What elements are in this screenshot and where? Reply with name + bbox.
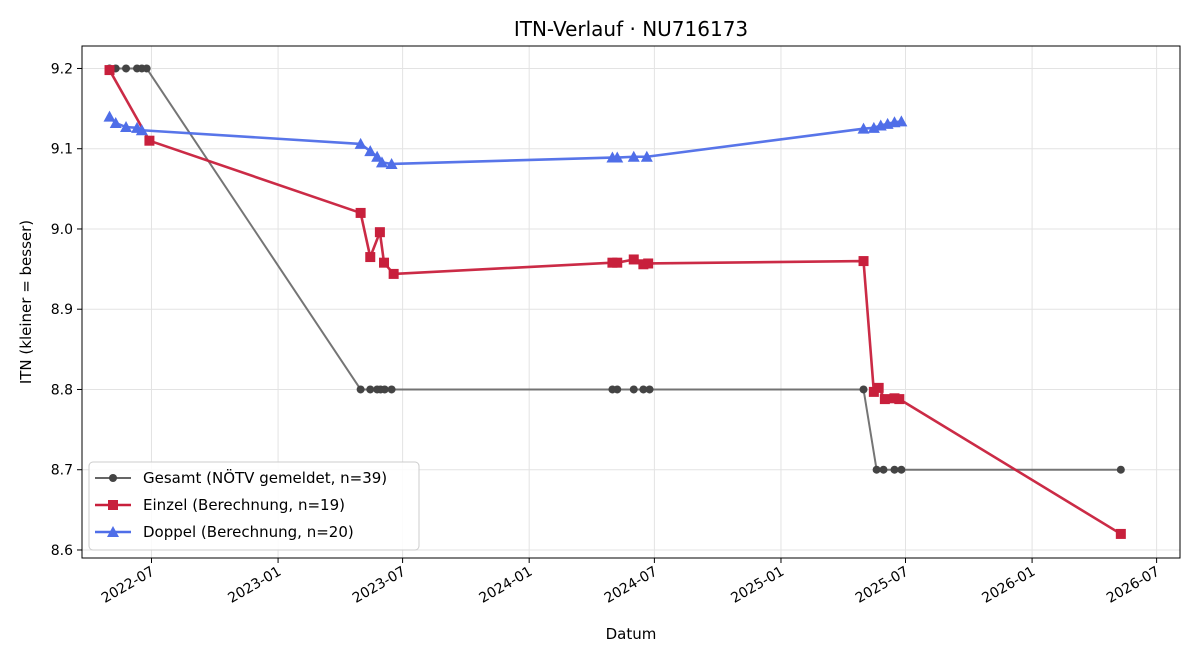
data-point [365, 252, 376, 263]
data-point [1116, 465, 1125, 474]
series-line [108, 115, 902, 166]
series-0 [105, 64, 1125, 474]
data-point [364, 145, 377, 157]
data-point [873, 382, 884, 393]
legend-label: Doppel (Berechnung, n=20) [143, 523, 354, 541]
y-axis-label: ITN (kleiner = besser) [17, 220, 35, 384]
data-point [366, 385, 375, 394]
data-point [1115, 528, 1126, 539]
data-point [387, 385, 396, 394]
data-point [379, 257, 390, 268]
x-tick-label: 2022-07 [99, 564, 158, 607]
legend: Gesamt (NÖTV gemeldet, n=39) Einzel (Bere… [88, 461, 420, 551]
series-line [109, 67, 1121, 471]
x-tick-label: 2024-01 [477, 564, 536, 607]
data-point [380, 385, 389, 394]
x-axis-label: Datum [606, 625, 657, 643]
legend-item-2: Doppel (Berechnung, n=20) [95, 523, 354, 541]
data-point [120, 121, 133, 133]
y-tick-label: 9.1 [51, 142, 73, 158]
x-tick-label: 2025-01 [728, 564, 787, 607]
data-point [897, 465, 906, 474]
y-tick-label: 8.6 [51, 543, 73, 559]
legend-swatch-marker [108, 500, 118, 510]
data-point [375, 156, 388, 168]
legend-box [88, 461, 420, 551]
data-point [629, 385, 638, 394]
data-point [374, 227, 385, 238]
data-point [879, 394, 890, 405]
x-tick-label: 2025-07 [853, 564, 912, 607]
y-tick-label: 9.2 [51, 61, 73, 77]
data-point [643, 258, 654, 269]
x-tick-label: 2023-01 [225, 564, 284, 607]
data-point [388, 268, 399, 279]
data-point [645, 385, 654, 394]
data-point [613, 385, 622, 394]
legend-item-0: Gesamt (NÖTV gemeldet, n=39) [95, 468, 387, 487]
data-point [142, 64, 151, 73]
y-tick-label: 8.8 [51, 382, 73, 398]
legend-item-1: Einzel (Berechnung, n=19) [95, 496, 345, 514]
data-point [354, 137, 367, 149]
data-point [612, 257, 623, 268]
data-point [356, 385, 365, 394]
data-point [109, 117, 122, 129]
data-point [144, 135, 155, 146]
series-layer [103, 64, 1126, 539]
data-point [895, 115, 908, 127]
chart-title: ITN-Verlauf · NU716173 [514, 17, 748, 41]
data-point [122, 64, 131, 73]
data-point [879, 465, 888, 474]
x-tick-label: 2026-07 [1104, 564, 1163, 607]
y-tick-label: 8.7 [51, 463, 73, 479]
data-point [639, 385, 648, 394]
data-point [611, 151, 624, 163]
data-point [872, 465, 881, 474]
y-tick-label: 8.9 [51, 302, 73, 318]
legend-swatch-marker [107, 526, 119, 537]
legend-label: Einzel (Berechnung, n=19) [143, 496, 345, 514]
data-point [135, 124, 148, 136]
data-point [894, 394, 905, 405]
legend-swatch-marker [109, 474, 117, 482]
x-tick-label: 2023-07 [350, 564, 409, 607]
y-axis: 8.6 8.7 8.8 8.9 9.0 9.1 9.2 [51, 61, 82, 559]
data-point [627, 150, 640, 162]
data-point [890, 465, 899, 474]
data-point [355, 207, 366, 218]
x-tick-label: 2026-01 [979, 564, 1038, 607]
plot-frame [81, 45, 1181, 559]
x-axis: 2022-07 2023-01 2023-07 2024-01 2024-07 2025-… [99, 558, 1163, 607]
data-point [628, 254, 639, 265]
data-point [857, 122, 870, 134]
y-tick-label: 9.0 [51, 222, 73, 238]
x-tick-label: 2024-07 [602, 564, 661, 607]
legend-label: Gesamt (NÖTV gemeldet, n=39) [143, 468, 387, 487]
data-point [859, 385, 868, 394]
data-point [858, 256, 869, 267]
data-point [640, 150, 653, 162]
data-point [371, 150, 384, 162]
data-point [104, 65, 115, 76]
series-1 [104, 65, 1126, 539]
data-point [103, 110, 116, 122]
data-point [385, 157, 398, 169]
series-2 [103, 110, 908, 169]
